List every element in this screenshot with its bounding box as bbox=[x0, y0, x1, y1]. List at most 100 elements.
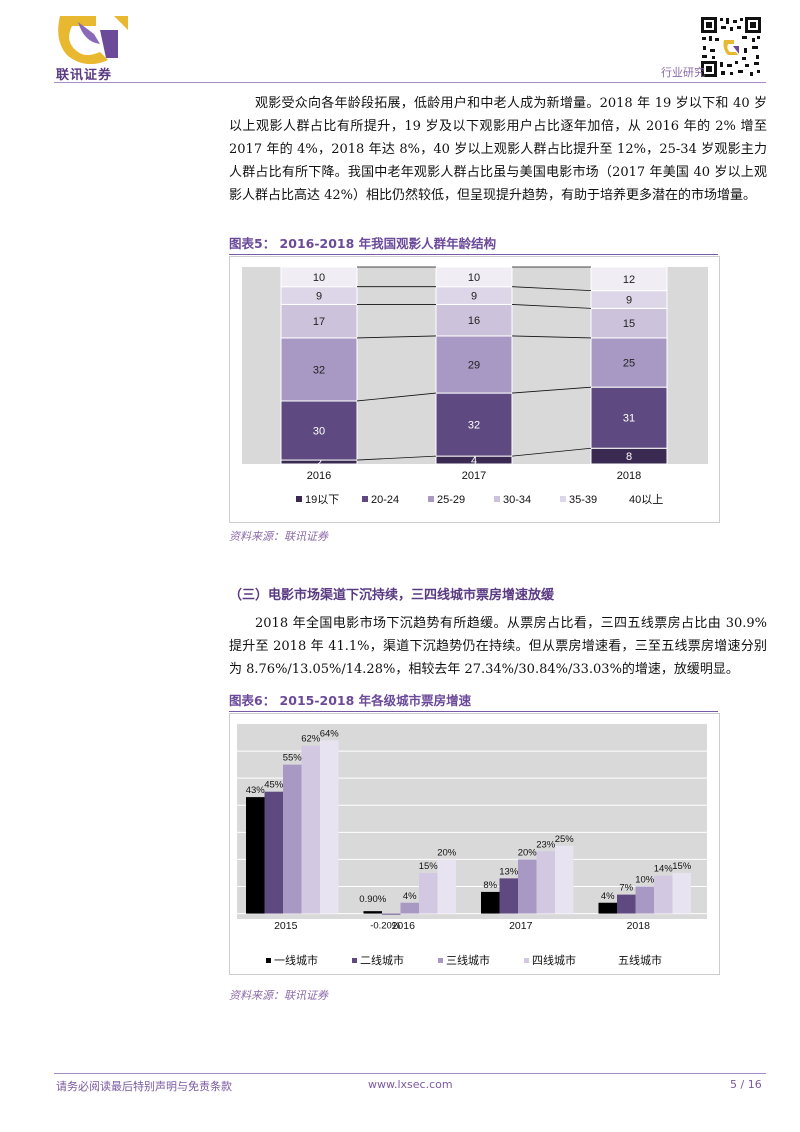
legend-swatch bbox=[560, 496, 566, 502]
segment-value-label: 10 bbox=[468, 272, 480, 284]
bar-value-label: 7% bbox=[619, 883, 633, 894]
legend-label: 35-39 bbox=[569, 494, 597, 506]
bar-value-label: 20% bbox=[437, 847, 457, 858]
legend-label: 19以下 bbox=[305, 494, 339, 506]
series-connector-line bbox=[511, 286, 592, 292]
segment-value-label: 2 bbox=[316, 457, 322, 469]
bar-value-label: 20% bbox=[518, 847, 538, 858]
segment-value-label: 9 bbox=[471, 291, 477, 303]
legend-swatch bbox=[524, 958, 529, 963]
bar bbox=[499, 878, 518, 914]
segment-value-label: 15 bbox=[623, 318, 635, 330]
figure6-chart: 43% 45% 55% 62% 64% 2015 0.90% -0.20% 4% 15% 20% 20… bbox=[229, 713, 720, 975]
figure6-source: 资料来源：联讯证券 bbox=[229, 989, 328, 1002]
bar bbox=[246, 797, 265, 914]
segment-value-label: 10 bbox=[313, 272, 325, 284]
bar bbox=[400, 902, 419, 914]
x-tick-label: 2018 bbox=[627, 920, 651, 932]
bar-value-label: 0.90% bbox=[359, 894, 386, 905]
series-connector-line bbox=[356, 455, 437, 461]
bar bbox=[536, 851, 555, 914]
bar bbox=[598, 902, 617, 914]
bar bbox=[672, 872, 691, 914]
bar-value-label: 8% bbox=[483, 880, 497, 891]
x-tick-label: 2015 bbox=[274, 920, 298, 932]
bar bbox=[437, 859, 456, 914]
series-connector-line bbox=[511, 386, 592, 394]
stacked-bar-segment bbox=[590, 337, 668, 388]
bar-value-label: 13% bbox=[499, 866, 519, 877]
segment-value-label: 8 bbox=[626, 451, 632, 463]
segment-value-label: 17 bbox=[313, 316, 325, 328]
segment-value-label: 31 bbox=[623, 413, 635, 425]
stacked-bar-segment bbox=[280, 303, 358, 339]
qr-code-icon bbox=[700, 16, 762, 78]
bar-value-label: 64% bbox=[320, 728, 340, 739]
legend-swatch bbox=[620, 496, 626, 502]
segment-value-label: 32 bbox=[313, 364, 325, 376]
stacked-bar-segment bbox=[280, 337, 358, 402]
segment-value-label: 9 bbox=[626, 295, 632, 307]
legend-label: 二线城市 bbox=[360, 953, 404, 967]
x-tick-label: 2018 bbox=[617, 470, 641, 482]
bar-value-label: 4% bbox=[601, 891, 615, 902]
segment-value-label: 4 bbox=[471, 455, 477, 467]
series-connector-line bbox=[511, 304, 592, 309]
x-tick-label: 2016 bbox=[392, 920, 416, 932]
bar-value-label: 23% bbox=[536, 839, 556, 850]
segment-value-label: 30 bbox=[313, 426, 325, 438]
legend-label: 20-24 bbox=[371, 494, 399, 506]
footer-divider bbox=[54, 1073, 766, 1074]
stacked-bar-segment bbox=[590, 266, 668, 292]
series-connector-line bbox=[356, 392, 437, 402]
legend-label: 五线城市 bbox=[618, 953, 662, 967]
bar-value-label: 43% bbox=[246, 785, 266, 796]
logo-text: 联讯证券 bbox=[56, 68, 113, 83]
bar bbox=[555, 845, 574, 914]
legend-swatch bbox=[610, 958, 615, 963]
stacked-bar-segment bbox=[590, 307, 668, 339]
figure5-title: 图表5： 2016-2018 年我国观影人群年龄结构 bbox=[229, 236, 497, 251]
qr-code bbox=[700, 16, 762, 78]
legend-label: 四线城市 bbox=[532, 953, 576, 967]
intro-paragraph-text: 观影受众向各年龄段拓展，低龄用户和中老人成为新增量。2018 年 19 岁以下和… bbox=[229, 96, 767, 203]
figure6-top-rule bbox=[229, 711, 718, 712]
bar-value-label: 25% bbox=[555, 834, 575, 845]
section-paragraph: 2018 年全国电影市场下沉趋势有所趋缓。从票房占比看，三四五线票房占比由 30… bbox=[229, 612, 767, 681]
bar bbox=[363, 911, 382, 914]
bar bbox=[382, 913, 401, 915]
legend-label: 三线城市 bbox=[446, 953, 490, 967]
company-logo bbox=[56, 12, 130, 65]
bar bbox=[654, 875, 673, 914]
segment-value-label: 9 bbox=[316, 291, 322, 303]
footer-website[interactable]: www.lxsec.com bbox=[368, 1078, 453, 1091]
bar bbox=[264, 791, 283, 914]
figure5-source: 资料来源：联讯证券 bbox=[229, 530, 328, 543]
legend-swatch bbox=[362, 496, 368, 502]
segment-value-label: 29 bbox=[468, 360, 480, 372]
figure5-chart: 2 30 32 17 9 10 4 32 29 16 9 10 8 31 25 15 9 12 2016 2017 20… bbox=[229, 256, 720, 523]
legend-label: 30-34 bbox=[503, 494, 531, 506]
city-tier-growth-chart: 43% 45% 55% 62% 64% 2015 0.90% -0.20% 4% 15% 20% 20… bbox=[237, 724, 707, 967]
legend-swatch bbox=[494, 496, 500, 502]
stacked-bar-segment bbox=[435, 303, 513, 337]
age-structure-chart: 2 30 32 17 9 10 4 32 29 16 9 10 8 31 25 15 9 12 2016 2017 20… bbox=[242, 266, 708, 506]
intro-paragraph: 观影受众向各年龄段拓展，低龄用户和中老人成为新增量。2018 年 19 岁以下和… bbox=[229, 92, 767, 207]
stacked-bar-segment bbox=[435, 266, 513, 288]
bar-value-label: 55% bbox=[283, 753, 303, 764]
bar-value-label: 14% bbox=[654, 864, 674, 875]
bar-value-label: 62% bbox=[301, 734, 321, 745]
segment-value-label: 25 bbox=[623, 358, 635, 370]
legend-label: 一线城市 bbox=[274, 953, 318, 967]
series-connector-line bbox=[356, 335, 437, 339]
bar-value-label: 15% bbox=[419, 861, 439, 872]
legend-swatch bbox=[266, 958, 271, 963]
x-tick-label: 2016 bbox=[307, 470, 331, 482]
bar-value-label: 45% bbox=[264, 780, 284, 791]
section-heading: （三）电影市场渠道下沉持续，三四线城市票房增速放缓 bbox=[229, 588, 555, 603]
footer-disclaimer[interactable]: 请务必阅读最后特别声明与免责条款 bbox=[56, 1080, 232, 1093]
header-divider bbox=[54, 82, 766, 83]
legend-label: 25-29 bbox=[437, 494, 465, 506]
segment-value-label: 12 bbox=[623, 274, 635, 286]
bar bbox=[617, 894, 636, 914]
